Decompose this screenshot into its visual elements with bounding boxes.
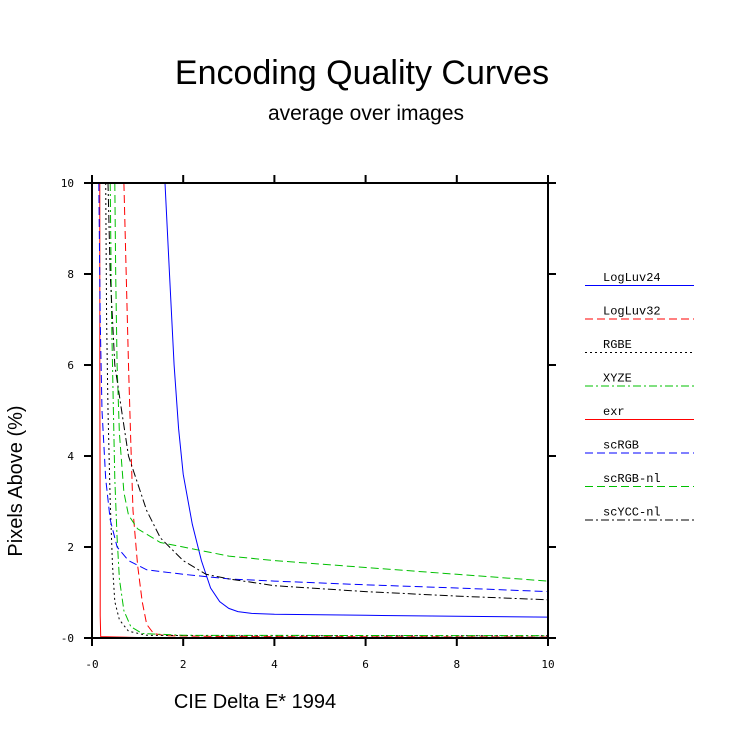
legend: LogLuv24 LogLuv32 RGBE XYZE exr scRGB scRGB-nl… [585, 271, 694, 521]
series-line-scycc-nl [107, 183, 548, 601]
plot-area: -0 2 4 6 8 10 -0 2 4 6 8 10 [61, 175, 556, 671]
x-tick-label: -0 [85, 658, 98, 671]
x-tick-label: 4 [271, 658, 278, 671]
y-tick-label: 2 [67, 541, 74, 554]
series-line-logluv32 [123, 183, 548, 638]
x-tick-label: 6 [362, 658, 369, 671]
y-tick-label: -0 [61, 632, 74, 645]
legend-label-logluv32: LogLuv32 [603, 305, 661, 319]
legend-label-rgbe: RGBE [603, 338, 632, 352]
y-tick-label: 10 [61, 177, 74, 190]
series-line-rgbe [105, 183, 548, 637]
legend-label-scycc-nl: scYCC-nl [603, 506, 661, 520]
legend-label-scrgb-nl: scRGB-nl [603, 472, 661, 486]
x-tick-label: 8 [453, 658, 460, 671]
y-tick-label: 4 [67, 450, 74, 463]
series-line-logluv24 [164, 183, 548, 618]
y-axis-label: Pixels Above (%) [5, 405, 27, 556]
y-tick-label: 6 [67, 359, 74, 372]
chart-subtitle: average over images [268, 102, 464, 125]
legend-label-xyze: XYZE [603, 372, 632, 386]
plot-frame [91, 182, 549, 639]
legend-label-scrgb: scRGB [603, 439, 639, 453]
y-tick-label: 8 [67, 268, 74, 281]
chart-title: Encoding Quality Curves [175, 54, 549, 92]
legend-label-exr: exr [603, 405, 625, 419]
series-line-exr [99, 183, 548, 638]
x-tick-label: 10 [541, 658, 554, 671]
series-line-xyze [109, 183, 548, 637]
x-axis-label: CIE Delta E* 1994 [174, 691, 336, 713]
series-line-scrgb-nl [114, 183, 548, 582]
legend-label-logluv24: LogLuv24 [603, 271, 661, 285]
series-line-scrgb [98, 183, 548, 593]
x-tick-label: 2 [180, 658, 187, 671]
